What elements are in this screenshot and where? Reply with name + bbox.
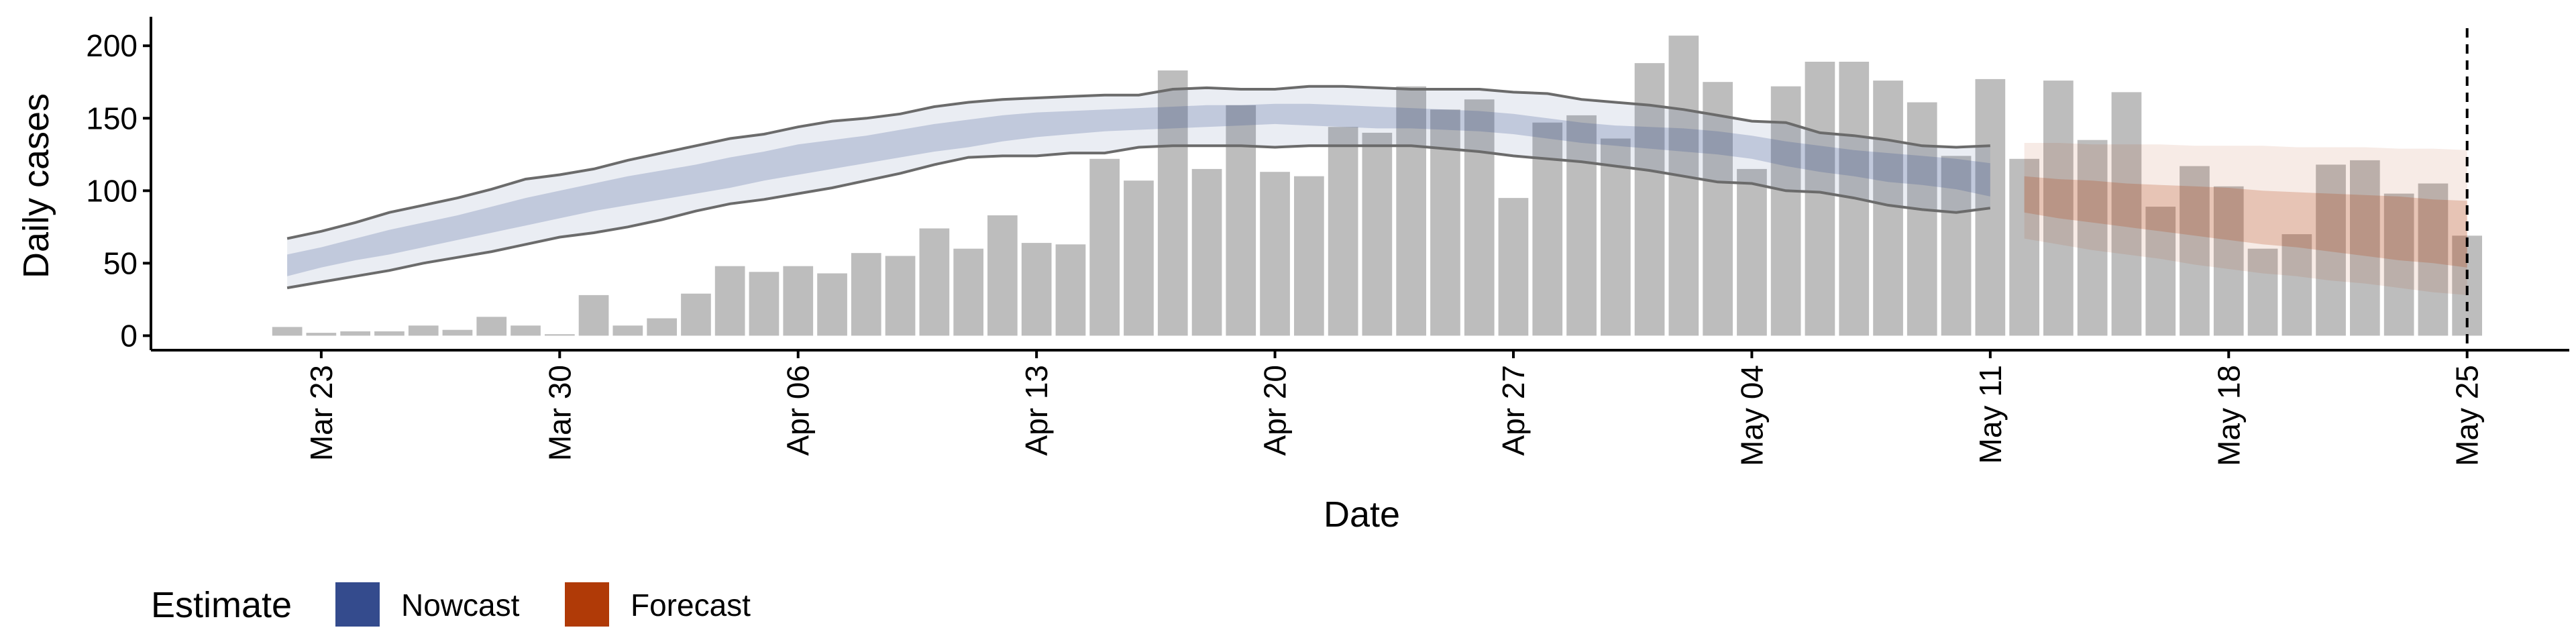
bar-reported-cases xyxy=(442,329,473,336)
bar-reported-cases xyxy=(1157,70,1188,336)
bar-reported-cases xyxy=(340,331,370,336)
bar-reported-cases xyxy=(953,248,983,336)
bar-reported-cases xyxy=(2213,186,2244,336)
bar-reported-cases xyxy=(306,333,337,336)
bar-reported-cases xyxy=(476,317,507,336)
x-tick-label: Mar 30 xyxy=(542,365,577,461)
forecast-legend-key xyxy=(565,582,609,627)
bar-reported-cases xyxy=(272,327,303,336)
bar-reported-cases xyxy=(2350,160,2380,336)
bar-reported-cases xyxy=(1191,168,1222,336)
legend: Estimate Nowcast Forecast xyxy=(151,582,751,627)
bar-reported-cases xyxy=(545,334,575,336)
nowcast-legend-key xyxy=(335,582,380,627)
x-tick-label: Apr 27 xyxy=(1496,365,1531,456)
bar-reported-cases xyxy=(1805,62,1835,336)
nowcast-outer-lower-line xyxy=(286,144,1991,290)
bar-reported-cases xyxy=(374,331,405,336)
legend-items: Nowcast Forecast xyxy=(335,582,751,627)
bar-reported-cases xyxy=(1668,36,1699,336)
bar-reported-cases xyxy=(2383,193,2414,336)
y-axis-title: Daily cases xyxy=(16,93,56,278)
x-tick-label: May 04 xyxy=(1734,365,1769,466)
bar-reported-cases xyxy=(1294,176,1324,336)
x-tick-label: Apr 20 xyxy=(1258,365,1293,456)
estimate-bound-lines xyxy=(286,85,1991,290)
bar-reported-cases xyxy=(408,325,439,336)
bar-reported-cases xyxy=(1124,180,1154,336)
bar-reported-cases xyxy=(1737,168,1767,336)
bar-reported-cases xyxy=(1021,243,1052,336)
x-axis-title: Date xyxy=(1324,494,1400,535)
x-axis-ticks: Mar 23 Mar 30 Apr 06 Apr 13 Apr 20 Apr 27 May … xyxy=(304,350,2485,466)
y-tick-label: 50 xyxy=(103,246,138,280)
y-tick-label: 0 xyxy=(120,318,138,353)
nowcast-outer-upper-line xyxy=(286,85,1990,240)
x-tick-label: Apr 13 xyxy=(1019,365,1054,456)
bar-reported-cases xyxy=(1941,156,1972,336)
bar-reported-cases xyxy=(2316,164,2346,336)
bar-reported-cases xyxy=(1055,244,1086,336)
reported-cases-bars xyxy=(272,36,2482,336)
bar-reported-cases xyxy=(851,253,881,336)
bar-reported-cases xyxy=(2077,140,2108,336)
x-tick-label: May 11 xyxy=(1973,365,2008,464)
x-tick-label: May 25 xyxy=(2450,365,2485,466)
bar-reported-cases xyxy=(2282,234,2312,336)
bar-reported-cases xyxy=(1873,80,1903,336)
bar-reported-cases xyxy=(817,273,847,336)
bar-reported-cases xyxy=(2418,183,2449,336)
bar-reported-cases xyxy=(1566,115,1597,336)
bar-reported-cases xyxy=(1089,158,1120,336)
y-tick-label: 150 xyxy=(86,101,138,136)
bar-reported-cases xyxy=(2247,248,2278,336)
bar-reported-cases xyxy=(1328,127,1358,336)
y-tick-label: 200 xyxy=(86,28,138,63)
bar-reported-cases xyxy=(1396,86,1426,336)
forecast-legend-label: Forecast xyxy=(631,588,751,623)
bar-reported-cases xyxy=(749,272,780,336)
nowcast-legend-label: Nowcast xyxy=(401,588,520,623)
bar-reported-cases xyxy=(681,293,711,336)
bar-reported-cases xyxy=(885,256,916,336)
y-axis-ticks: 0 50 100 150 200 xyxy=(86,28,151,353)
bar-reported-cases xyxy=(1975,78,2006,336)
bar-reported-cases xyxy=(1362,132,1393,336)
bar-reported-cases xyxy=(919,228,950,336)
forecast-inner-band xyxy=(2024,176,2467,268)
bar-reported-cases xyxy=(2180,166,2210,336)
bar-reported-cases xyxy=(1907,102,1937,336)
bar-reported-cases xyxy=(612,325,643,336)
nowcast-outer-band xyxy=(287,86,1990,288)
x-tick-label: May 18 xyxy=(2211,365,2246,466)
bar-reported-cases xyxy=(1226,105,1256,336)
x-tick-label: Apr 06 xyxy=(781,365,816,456)
bar-reported-cases xyxy=(987,215,1018,336)
legend-title: Estimate xyxy=(151,585,292,625)
axes: 0 50 100 150 200 Mar 23 Mar 30 Apr 06 Apr 13 Apr… xyxy=(86,17,2569,466)
bar-reported-cases xyxy=(2145,207,2176,336)
bar-reported-cases xyxy=(714,266,745,336)
bar-reported-cases xyxy=(647,318,677,336)
forecast-outer-band xyxy=(2024,143,2467,295)
nowcast-inner-band xyxy=(287,103,1990,276)
bar-reported-cases xyxy=(2043,80,2074,336)
bar-reported-cases xyxy=(1601,138,1631,336)
bar-reported-cases xyxy=(1703,82,1733,336)
bar-reported-cases xyxy=(511,325,541,336)
estimate-bands xyxy=(287,86,2467,295)
bar-reported-cases xyxy=(1260,172,1290,336)
bar-reported-cases xyxy=(1498,198,1529,336)
bar-reported-cases xyxy=(783,266,814,336)
x-tick-label: Mar 23 xyxy=(304,365,339,461)
bar-reported-cases xyxy=(1464,99,1495,336)
bar-reported-cases xyxy=(1770,86,1801,336)
y-tick-label: 100 xyxy=(86,173,138,208)
bar-reported-cases xyxy=(2009,158,2039,336)
bar-reported-cases xyxy=(1634,63,1665,336)
bar-reported-cases xyxy=(2111,92,2142,336)
bar-reported-cases xyxy=(578,294,609,336)
